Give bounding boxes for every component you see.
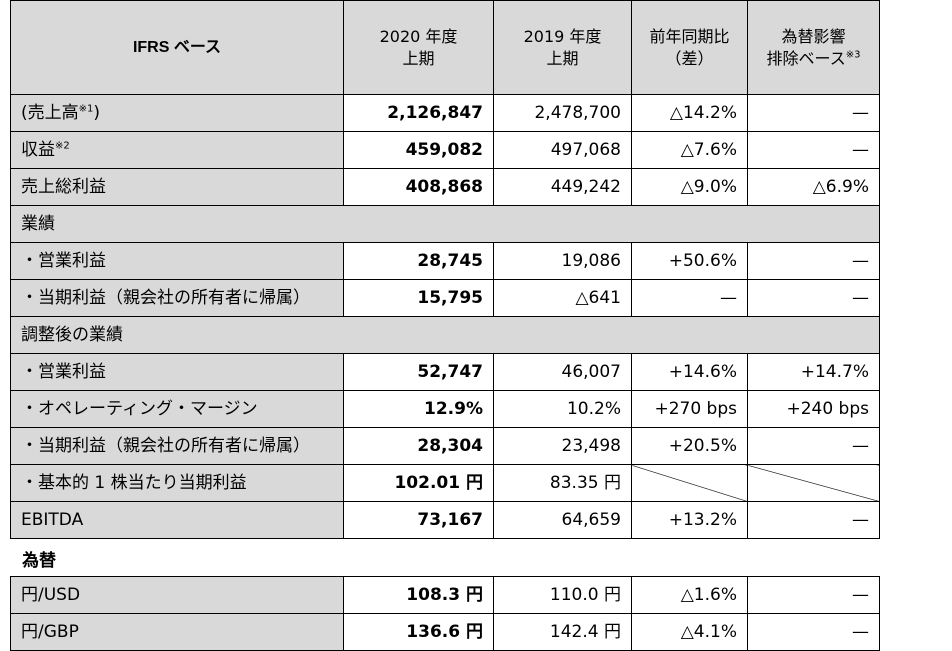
gbp-2020: 136.6 円: [343, 613, 494, 651]
table-row-adj-eps: ・基本的 1 株当たり当期利益 102.01 円 83.35 円: [10, 464, 880, 502]
sales-2020: 2,126,847: [343, 94, 494, 132]
revenue-footnote: ※2: [55, 140, 70, 152]
sales-label-text: (売上高: [21, 103, 79, 123]
header-yoy-line1: 前年同期比: [649, 26, 730, 46]
exchange-rate-table: 円/USD 108.3 円 110.0 円 △1.6% — 円/GBP 136.…: [10, 576, 880, 651]
row-label-sales: (売上高※1): [10, 94, 344, 132]
ebitda-2019: 64,659: [493, 501, 632, 539]
header-2019-h1: 2019 年度 上期: [493, 0, 632, 95]
gbp-fx: —: [747, 613, 880, 651]
row-label-adj-operating-margin: ・オペレーティング・マージン: [10, 390, 344, 428]
revenue-label-text: 収益: [21, 140, 55, 160]
adj-net-income-2019: 23,498: [493, 427, 632, 465]
adj-net-income-yoy: +20.5%: [631, 427, 748, 465]
row-label-revenue: 収益※2: [10, 131, 344, 169]
table-row-sales: (売上高※1) 2,126,847 2,478,700 △14.2% —: [10, 94, 880, 132]
header-fx-footnote: ※3: [845, 49, 861, 61]
operating-income-fx: —: [747, 242, 880, 280]
gbp-2019: 142.4 円: [493, 613, 632, 651]
gross-profit-2020: 408,868: [343, 168, 494, 206]
table-row-adj-net-income: ・当期利益（親会社の所有者に帰属） 28,304 23,498 +20.5% —: [10, 427, 880, 465]
header-fx-adjusted: 為替影響 排除ベース※3: [747, 0, 880, 95]
header-yoy-line2: （差）: [665, 48, 714, 68]
sales-footnote: ※1: [78, 103, 94, 115]
ebitda-2020: 73,167: [343, 501, 494, 539]
row-label-ebitda: EBITDA: [10, 501, 344, 539]
sales-2019: 2,478,700: [493, 94, 632, 132]
header-yoy: 前年同期比 （差）: [631, 0, 748, 95]
net-income-fx: —: [747, 279, 880, 317]
ebitda-yoy: +13.2%: [631, 501, 748, 539]
row-label-net-income: ・当期利益（親会社の所有者に帰属）: [10, 279, 344, 317]
header-2019-line2: 上期: [546, 48, 579, 68]
header-2020-line2: 上期: [402, 48, 435, 68]
sales-fx: —: [747, 94, 880, 132]
table-row-adj-operating-income: ・営業利益 52,747 46,007 +14.6% +14.7%: [10, 353, 880, 391]
revenue-2019: 497,068: [493, 131, 632, 169]
row-label-gross-profit: 売上総利益: [10, 168, 344, 206]
operating-income-yoy: +50.6%: [631, 242, 748, 280]
table-row-gross-profit: 売上総利益 408,868 449,242 △9.0% △6.9%: [10, 168, 880, 206]
adj-eps-fx-blank-cell: [747, 464, 880, 502]
adj-operating-margin-2020: 12.9%: [343, 390, 494, 428]
section-title-results: 業績: [10, 205, 880, 243]
adj-operating-margin-fx: +240 bps: [747, 390, 880, 428]
adj-operating-income-yoy: +14.6%: [631, 353, 748, 391]
adj-operating-income-2019: 46,007: [493, 353, 632, 391]
header-2020-h1: 2020 年度 上期: [343, 0, 494, 95]
row-label-usd: 円/USD: [10, 576, 344, 614]
header-ifrs-basis: IFRS ベース: [10, 0, 344, 95]
header-fx-line2: 排除ベース: [766, 48, 846, 68]
row-label-adj-operating-income: ・営業利益: [10, 353, 344, 391]
adj-operating-income-fx: +14.7%: [747, 353, 880, 391]
usd-2019: 110.0 円: [493, 576, 632, 614]
financial-results-table: IFRS ベース 2020 年度 上期 2019 年度 上期 前年同期比 （差） 為替…: [10, 0, 880, 539]
gross-profit-2019: 449,242: [493, 168, 632, 206]
adj-net-income-fx: —: [747, 427, 880, 465]
adj-net-income-2020: 28,304: [343, 427, 494, 465]
row-label-adj-net-income: ・当期利益（親会社の所有者に帰属）: [10, 427, 344, 465]
table-row-gbp: 円/GBP 136.6 円 142.4 円 △4.1% —: [10, 613, 880, 651]
row-label-gbp: 円/GBP: [10, 613, 344, 651]
header-fx-line1: 為替影響: [781, 26, 846, 46]
section-row-adjusted: 調整後の業績: [10, 316, 880, 354]
operating-income-2019: 19,086: [493, 242, 632, 280]
net-income-2019: △641: [493, 279, 632, 317]
header-2019-line1: 2019 年度: [523, 26, 602, 46]
operating-income-2020: 28,745: [343, 242, 494, 280]
table-row-ebitda: EBITDA 73,167 64,659 +13.2% —: [10, 501, 880, 539]
adj-operating-margin-yoy: +270 bps: [631, 390, 748, 428]
usd-yoy: △1.6%: [631, 576, 748, 614]
adj-operating-income-2020: 52,747: [343, 353, 494, 391]
net-income-yoy: —: [631, 279, 748, 317]
gbp-yoy: △4.1%: [631, 613, 748, 651]
adj-eps-2020: 102.01 円: [343, 464, 494, 502]
table-row-adj-operating-margin: ・オペレーティング・マージン 12.9% 10.2% +270 bps +240…: [10, 390, 880, 428]
ebitda-fx: —: [747, 501, 880, 539]
net-income-2020: 15,795: [343, 279, 494, 317]
usd-fx: —: [747, 576, 880, 614]
adj-eps-2019: 83.35 円: [493, 464, 632, 502]
table-row-revenue: 収益※2 459,082 497,068 △7.6% —: [10, 131, 880, 169]
revenue-fx: —: [747, 131, 880, 169]
fx-section-title: 為替: [22, 551, 56, 571]
table-row-operating-income: ・営業利益 28,745 19,086 +50.6% —: [10, 242, 880, 280]
table-row-usd: 円/USD 108.3 円 110.0 円 △1.6% —: [10, 576, 880, 614]
section-row-results: 業績: [10, 205, 880, 243]
table-header-row: IFRS ベース 2020 年度 上期 2019 年度 上期 前年同期比 （差） 為替…: [10, 0, 880, 95]
adj-operating-margin-2019: 10.2%: [493, 390, 632, 428]
sales-yoy: △14.2%: [631, 94, 748, 132]
adj-eps-yoy-blank-cell: [631, 464, 748, 502]
revenue-2020: 459,082: [343, 131, 494, 169]
row-label-adj-eps: ・基本的 1 株当たり当期利益: [10, 464, 344, 502]
revenue-yoy: △7.6%: [631, 131, 748, 169]
section-title-adjusted: 調整後の業績: [10, 316, 880, 354]
table-row-net-income: ・当期利益（親会社の所有者に帰属） 15,795 △641 — —: [10, 279, 880, 317]
header-2020-line1: 2020 年度: [379, 26, 458, 46]
gross-profit-fx: △6.9%: [747, 168, 880, 206]
row-label-operating-income: ・営業利益: [10, 242, 344, 280]
usd-2020: 108.3 円: [343, 576, 494, 614]
gross-profit-yoy: △9.0%: [631, 168, 748, 206]
sales-label-suffix: ): [93, 103, 101, 123]
